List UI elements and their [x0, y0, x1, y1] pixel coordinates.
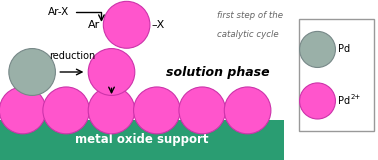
Text: Pd: Pd — [338, 44, 350, 54]
Text: reduction: reduction — [49, 51, 95, 61]
Ellipse shape — [179, 87, 226, 134]
Ellipse shape — [43, 87, 90, 134]
Text: first step of the: first step of the — [217, 11, 284, 20]
Text: solution phase: solution phase — [166, 65, 269, 79]
Text: metal oxide support: metal oxide support — [75, 133, 209, 147]
Text: 2+: 2+ — [350, 94, 361, 100]
Bar — [0, 120, 284, 160]
Ellipse shape — [224, 87, 271, 134]
Bar — [299, 19, 374, 131]
Ellipse shape — [103, 1, 150, 48]
Ellipse shape — [133, 87, 180, 134]
Text: Ar-X: Ar-X — [48, 7, 69, 17]
Ellipse shape — [88, 87, 135, 134]
Text: Pd: Pd — [338, 96, 350, 106]
Text: catalytic cycle: catalytic cycle — [217, 30, 279, 39]
Ellipse shape — [88, 48, 135, 96]
Ellipse shape — [9, 48, 56, 96]
Ellipse shape — [300, 83, 335, 119]
Text: –X: –X — [152, 20, 165, 30]
Ellipse shape — [0, 87, 46, 134]
Text: Ar: Ar — [88, 20, 100, 30]
Ellipse shape — [300, 31, 335, 68]
